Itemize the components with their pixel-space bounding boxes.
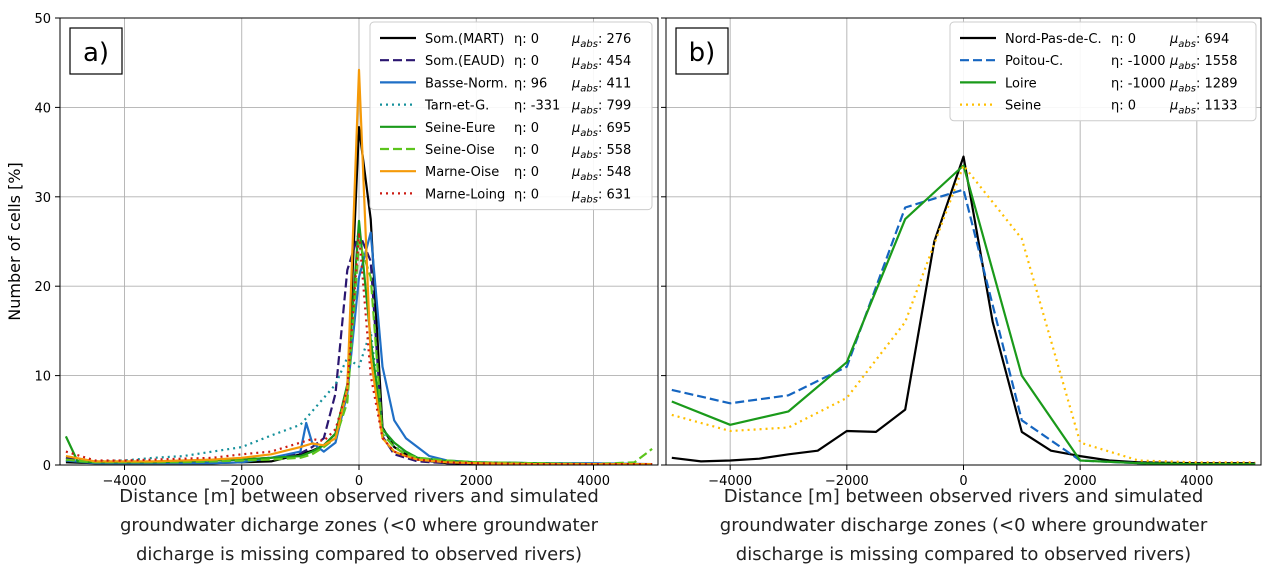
legend-mu: μabs: 411: [571, 76, 631, 94]
legend-label: Seine-Eure: [425, 121, 495, 136]
legend-mu: μabs: 695: [571, 121, 631, 139]
legend-mu: μabs: 1289: [1169, 76, 1238, 94]
legend-label: Basse-Norm.: [425, 76, 508, 91]
x-axis-label-line: Distance [m] between observed rivers and…: [119, 486, 599, 507]
x-axis-label-line: dicharge is missing compared to observed…: [136, 544, 582, 565]
legend-eta: η: -1000: [1111, 76, 1166, 91]
legend-eta: η: -1000: [1111, 54, 1166, 69]
legend-label: Tarn-et-G.: [424, 99, 489, 114]
legend-eta: η: 0: [514, 32, 539, 47]
legend-eta: η: 0: [514, 165, 539, 180]
x-tick-label: −4000: [708, 474, 752, 489]
legend-eta: η: 0: [514, 121, 539, 136]
series-line-loire: [671, 164, 1256, 465]
legend-eta: η: 96: [514, 76, 547, 91]
panel-label: a): [83, 38, 109, 68]
x-tick-label: 0: [355, 474, 363, 489]
panel-a: −4000 −2000 0 2000 4000 0 10 20 30 40 50 Number of …: [5, 12, 659, 565]
x-axis-label-line: Distance [m] between observed rivers and…: [724, 486, 1204, 507]
legend-eta: η: 0: [514, 143, 539, 158]
legend-label: Som.(MART): [425, 32, 504, 47]
legend-label: Marne-Loing: [425, 187, 505, 202]
legend-label: Poitou-C.: [1005, 54, 1063, 69]
legend-eta: η: 0: [1111, 32, 1136, 47]
y-tick-label: 0: [43, 459, 51, 474]
legend-mu: μabs: 276: [571, 32, 631, 50]
legend-eta: η: -331: [514, 99, 560, 114]
legend-mu: μabs: 694: [1169, 32, 1229, 50]
y-tick-label: 10: [34, 370, 51, 385]
legend-mu: μabs: 1133: [1169, 99, 1238, 117]
x-axis-label-line: discharge is missing compared to observe…: [736, 544, 1191, 565]
legend-label: Seine-Oise: [425, 143, 495, 158]
x-axis-label-line: groundwater discharge zones (<0 where gr…: [720, 515, 1208, 536]
x-tick-label: 4000: [1180, 474, 1213, 489]
legend-mu: μabs: 799: [571, 99, 631, 117]
legend-box: [369, 21, 653, 211]
x-tick-label: −4000: [102, 474, 146, 489]
legend-label: Seine: [1005, 99, 1041, 114]
y-axis-label: Number of cells [%]: [5, 162, 24, 321]
panel-label: b): [689, 38, 716, 68]
legend-eta: η: 0: [514, 54, 539, 69]
legend-eta: η: 0: [514, 187, 539, 202]
series-line-tarn-et-g-: [65, 329, 653, 465]
series-line-nord-pas-de-c-: [671, 155, 1256, 465]
legend-box: [949, 21, 1257, 122]
legend-label: Nord-Pas-de-C.: [1005, 32, 1102, 47]
legend-mu: μabs: 631: [571, 187, 631, 205]
x-tick-label: 0: [959, 474, 967, 489]
panel-label-box: [69, 27, 123, 75]
panel-label-box: [675, 27, 729, 75]
x-tick-label: 2000: [460, 474, 493, 489]
x-tick-label: −2000: [825, 474, 869, 489]
y-tick-label: 30: [34, 191, 51, 206]
x-tick-label: 2000: [1064, 474, 1097, 489]
legend-mu: μabs: 558: [571, 143, 631, 161]
legend-mu: μabs: 548: [571, 165, 631, 183]
legend-label: Marne-Oise: [425, 165, 499, 180]
y-tick-label: 50: [34, 12, 51, 27]
x-tick-label: 4000: [577, 474, 610, 489]
legend-label: Loire: [1005, 76, 1037, 91]
x-axis-label-line: groundwater dicharge zones (<0 where gro…: [120, 515, 599, 536]
y-tick-label: 20: [34, 280, 51, 295]
series-line-marne-oise: [65, 68, 653, 465]
x-tick-label: −2000: [220, 474, 264, 489]
legend-mu: μabs: 454: [571, 54, 631, 72]
y-tick-label: 40: [34, 101, 51, 116]
legend-label: Som.(EAUD): [425, 54, 505, 69]
legend-mu: μabs: 1558: [1169, 54, 1238, 72]
legend-eta: η: 0: [1111, 99, 1136, 114]
